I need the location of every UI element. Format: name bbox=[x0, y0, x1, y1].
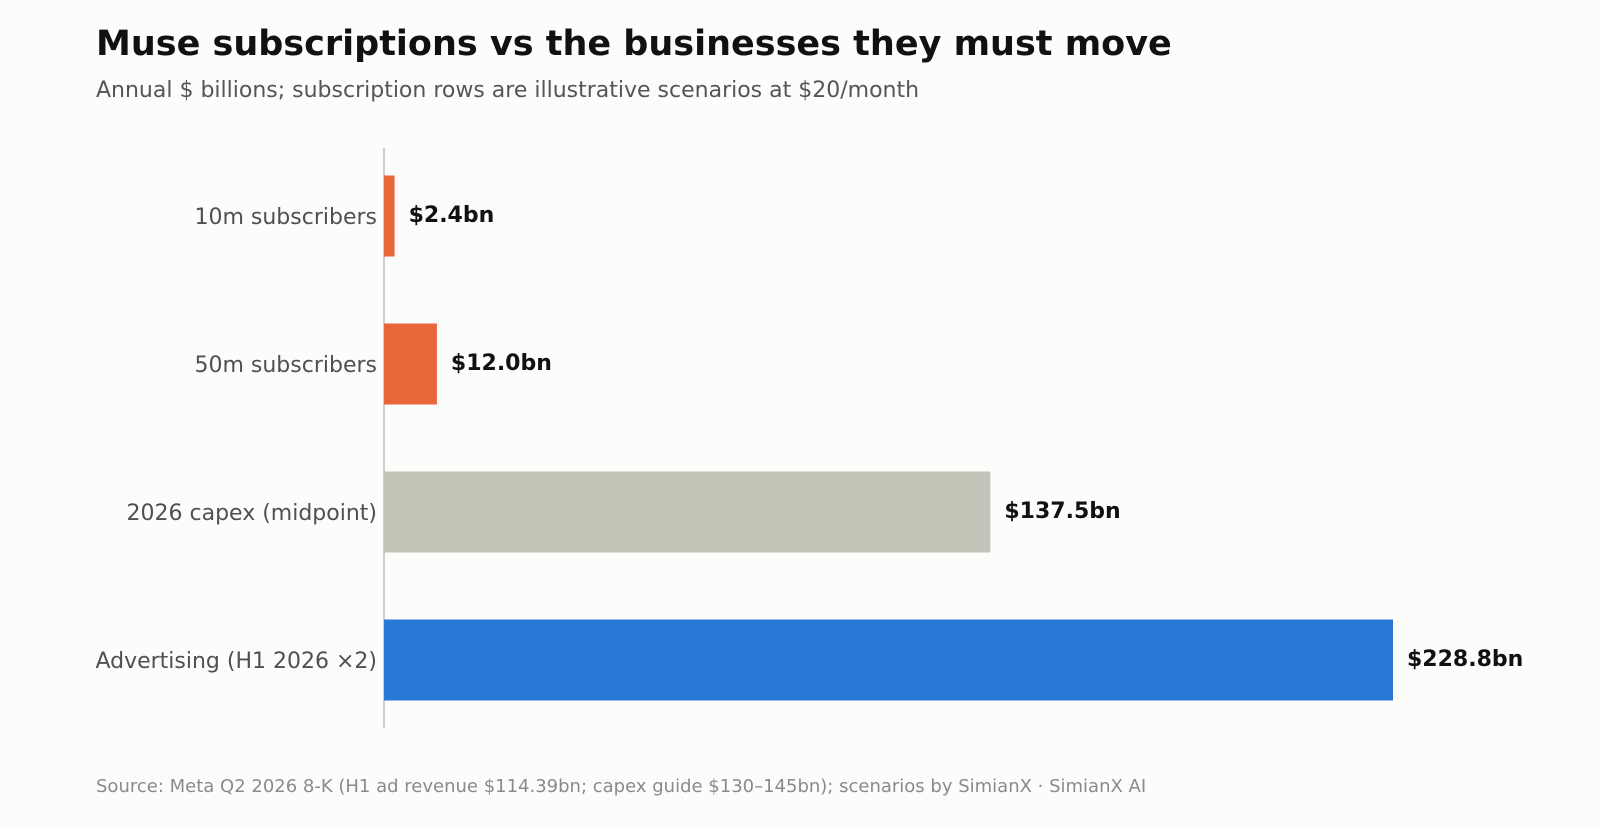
bar-2 bbox=[384, 471, 991, 553]
value-label-0: $2.4bn bbox=[409, 203, 495, 228]
category-label-2: 2026 capex (midpoint) bbox=[127, 501, 377, 526]
category-label-0: 10m subscribers bbox=[194, 205, 377, 230]
value-label-1: $12.0bn bbox=[451, 351, 552, 376]
chart-subtitle: Annual $ billions; subscription rows are… bbox=[96, 78, 920, 103]
source-note: Source: Meta Q2 2026 8-K (H1 ad revenue … bbox=[96, 776, 1147, 797]
category-label-3: Advertising (H1 2026 ×2) bbox=[95, 649, 377, 674]
bar-3 bbox=[384, 619, 1393, 701]
chart-title: Muse subscriptions vs the businesses the… bbox=[96, 24, 1172, 64]
category-label-1: 50m subscribers bbox=[194, 353, 377, 378]
bar-1 bbox=[384, 323, 437, 405]
bar-0 bbox=[384, 175, 395, 257]
value-label-2: $137.5bn bbox=[1004, 499, 1120, 524]
value-label-3: $228.8bn bbox=[1407, 647, 1523, 672]
